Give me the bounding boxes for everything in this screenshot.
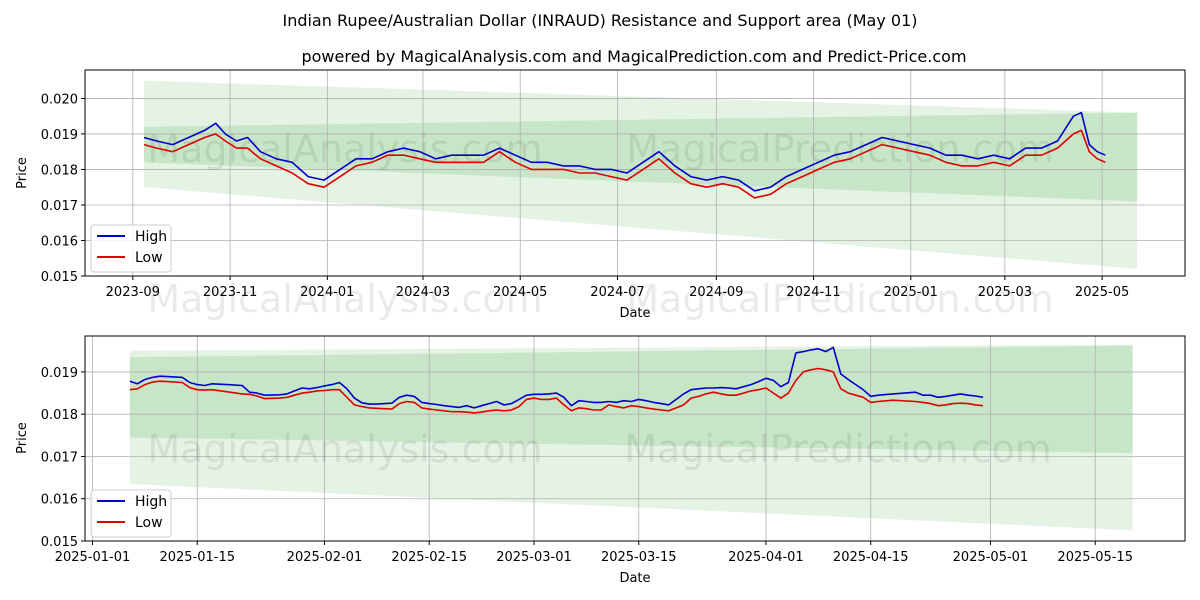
- top-series-low-line: [143, 129, 1106, 199]
- top-y-tick-label: 0.015: [41, 270, 78, 285]
- bottom-watermark-analysis: MagicalAnalysis.com: [147, 427, 542, 471]
- top-series: [143, 111, 1106, 199]
- top-y-tick-label: 0.018: [41, 163, 78, 178]
- bottom-x-ticks: 2025-01-01 2025-01-15 2025-02-01 2025-02-15…: [55, 541, 1133, 565]
- bottom-legend-high-label: High: [135, 494, 167, 510]
- bottom-x-tick-label: 2025-02-01: [287, 550, 363, 565]
- bottom-watermark-prediction: MagicalPrediction.com: [624, 427, 1052, 471]
- top-x-tick-label: 2024-05: [493, 285, 547, 300]
- top-x-tick-label: 2024-01: [300, 285, 354, 300]
- bottom-y-axis-label: Price: [15, 422, 30, 454]
- top-x-tick-label: 2024-07: [590, 285, 644, 300]
- top-y-tick-label: 0.016: [41, 234, 78, 249]
- top-legend-low-label: Low: [135, 250, 163, 266]
- bottom-series-low-line: [129, 367, 984, 414]
- bottom-x-tick-label: 2025-03-01: [496, 550, 572, 565]
- bottom-x-tick-label: 2025-05-15: [1057, 550, 1133, 565]
- top-axes-frame: [84, 69, 1186, 277]
- bottom-support-resistance-bands: [129, 344, 1133, 531]
- bottom-band-outer: [129, 344, 1133, 531]
- top-watermark-prediction-lower: MagicalPrediction.com: [626, 277, 1054, 321]
- bottom-legend: High Low: [90, 489, 172, 538]
- top-watermark-analysis: MagicalAnalysis.com: [147, 127, 542, 171]
- bottom-y-tick-label: 0.016: [41, 493, 78, 508]
- top-x-tick-label: 2023-09: [106, 285, 160, 300]
- chart-subtitle: powered by MagicalAnalysis.com and Magic…: [301, 47, 966, 66]
- top-y-axis-label: Price: [15, 157, 30, 189]
- bottom-x-axis-label: Date: [619, 571, 650, 586]
- top-series-high-line: [143, 111, 1106, 192]
- bottom-x-tick-label: 2025-01-15: [159, 550, 235, 565]
- bottom-x-tick-label: 2025-04-01: [728, 550, 804, 565]
- top-x-axis-label: Date: [619, 306, 650, 321]
- top-x-tick-label: 2025-05: [1075, 285, 1129, 300]
- bottom-legend-low-label: Low: [135, 515, 163, 531]
- bottom-y-ticks: 0.015 0.016 0.017 0.018 0.019: [41, 366, 85, 550]
- top-x-tick-label: 2025-01: [884, 285, 938, 300]
- top-x-tick-label: 2024-09: [689, 285, 743, 300]
- top-legend: High Low: [90, 224, 172, 273]
- bottom-y-tick-label: 0.017: [41, 450, 78, 465]
- top-legend-high-label: High: [135, 229, 167, 245]
- bottom-y-tick-label: 0.018: [41, 408, 78, 423]
- top-watermark-analysis-lower: MagicalAnalysis.com: [147, 277, 542, 321]
- bottom-chart: MagicalAnalysis.com MagicalPrediction.co…: [15, 335, 1186, 586]
- bottom-axes-frame: [84, 335, 1186, 542]
- bottom-x-tick-label: 2025-05-01: [953, 550, 1029, 565]
- top-y-ticks: 0.015 0.016 0.017 0.018 0.019 0.020: [41, 92, 85, 285]
- top-x-tick-label: 2024-03: [396, 285, 450, 300]
- chart-title: Indian Rupee/Australian Dollar (INRAUD) …: [282, 11, 917, 30]
- bottom-band-inner: [129, 345, 1133, 454]
- top-x-tick-label: 2024-11: [786, 285, 840, 300]
- bottom-x-tick-label: 2025-01-01: [55, 550, 131, 565]
- top-y-tick-label: 0.020: [41, 92, 78, 107]
- bottom-x-tick-label: 2025-04-15: [833, 550, 909, 565]
- top-x-tick-label: 2025-03: [978, 285, 1032, 300]
- top-y-tick-label: 0.019: [41, 128, 78, 143]
- top-support-resistance-bands: [143, 80, 1138, 269]
- bottom-x-tick-label: 2025-02-15: [391, 550, 467, 565]
- top-x-ticks: 2023-09 2023-11 2024-01 2024-03 2024-05 2024-…: [106, 276, 1129, 300]
- bottom-series: [129, 346, 984, 414]
- bottom-y-tick-label: 0.015: [41, 535, 78, 550]
- bottom-x-tick-label: 2025-03-15: [601, 550, 677, 565]
- bottom-y-tick-label: 0.019: [41, 366, 78, 381]
- bottom-series-high-line: [129, 346, 984, 409]
- top-watermark-prediction: MagicalPrediction.com: [626, 127, 1054, 171]
- top-y-tick-label: 0.017: [41, 199, 78, 214]
- top-band-inner: [143, 112, 1138, 202]
- top-chart: MagicalAnalysis.com MagicalPrediction.co…: [15, 69, 1186, 321]
- top-band-outer: [143, 80, 1138, 269]
- top-x-tick-label: 2023-11: [203, 285, 257, 300]
